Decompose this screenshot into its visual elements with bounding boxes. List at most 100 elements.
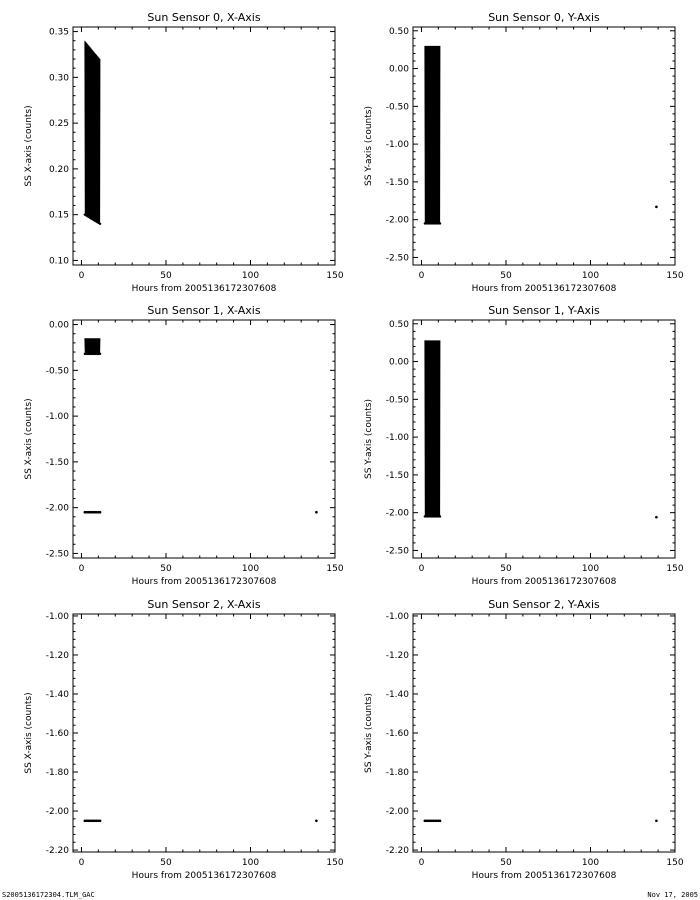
data-series-0 [423,340,658,519]
y-tick-label: 0.00 [389,358,409,368]
y-axis-label: SS X-axis (counts) [24,692,34,773]
x-tick-label: 0 [79,271,85,281]
x-tick-label: 50 [160,271,172,281]
chart-panel-4: Sun Sensor 2, X-Axis Hours from 200513617… [24,598,344,881]
y-tick-label: -2.50 [386,253,410,263]
x-tick-label: 100 [582,858,599,868]
y-tick-label: -1.00 [46,412,70,422]
y-tick-label: 0.00 [49,321,69,331]
y-tick-label: -1.60 [386,729,410,739]
x-tick-label: 0 [419,564,425,574]
y-tick-label: -2.00 [386,807,410,817]
y-tick-label: 0.35 [49,28,69,38]
chart-panel-0: Sun Sensor 0, X-Axis Hours from 200513617… [24,11,344,294]
y-tick-label: -1.50 [386,178,410,188]
data-series-0 [423,819,658,823]
plot-frame [72,613,336,853]
data-point [98,352,102,356]
y-tick-label: -2.20 [46,846,70,856]
chart-panel-2: Sun Sensor 1, X-Axis Hours from 200513617… [24,304,344,587]
x-tick-label: 100 [242,858,259,868]
y-tick-label: -1.80 [386,768,410,778]
x-tick-label: 0 [419,858,425,868]
data-point [98,819,102,823]
y-tick-label: -1.00 [386,433,410,443]
y-axis-label: SS X-axis (counts) [24,105,34,186]
x-axis-label: Hours from 2005136172307608 [472,871,617,881]
data-point [655,205,658,209]
x-tick-label: 100 [242,271,259,281]
y-tick-label: -2.00 [386,509,410,519]
y-tick-label: -1.80 [46,768,70,778]
data-point [98,222,102,226]
x-tick-label: 150 [666,564,683,574]
y-tick-label: 0.50 [389,320,409,330]
y-tick-label: -0.50 [386,395,410,405]
data-point [655,819,658,823]
y-tick-label: -1.00 [46,612,70,622]
data-point [98,510,102,514]
y-tick-label: 0.20 [49,165,69,175]
y-tick-label: -1.20 [386,651,410,661]
data-band-0 [84,40,101,224]
y-tick-label: -1.50 [386,471,410,481]
y-tick-label: -1.00 [386,612,410,622]
y-tick-label: 0.50 [389,27,409,37]
chart-title: Sun Sensor 0, X-Axis [147,11,260,24]
x-axis-label: Hours from 2005136172307608 [472,284,617,294]
y-tick-label: -1.40 [46,690,70,700]
data-series-0 [83,819,318,823]
x-tick-label: 150 [666,271,683,281]
plot-frame [412,319,676,559]
x-tick-label: 0 [419,271,425,281]
y-tick-label: -2.50 [386,546,410,556]
x-axis-label: Hours from 2005136172307608 [132,871,277,881]
chart-panel-1: Sun Sensor 0, Y-Axis Hours from 200513617… [364,11,684,294]
y-tick-label: 0.00 [389,65,409,75]
y-tick-label: -1.40 [386,690,410,700]
y-tick-label: -2.00 [386,216,410,226]
chart-panel-5: Sun Sensor 2, Y-Axis Hours from 200513617… [364,598,684,881]
plot-frame [72,26,336,266]
y-tick-label: -2.20 [386,846,410,856]
plot-frame [412,26,676,266]
data-point [655,515,658,519]
data-band-0 [84,338,101,354]
data-point [315,819,318,823]
chart-title: Sun Sensor 0, Y-Axis [488,11,600,24]
x-tick-label: 100 [242,564,259,574]
x-axis-label: Hours from 2005136172307608 [472,577,617,587]
y-tick-label: -0.50 [386,102,410,112]
y-tick-label: 0.15 [49,211,69,221]
data-series-0 [83,40,102,226]
x-tick-label: 0 [79,564,85,574]
y-tick-label: 0.30 [49,73,69,83]
x-tick-label: 150 [666,858,683,868]
data-band-0 [424,340,441,517]
chart-title: Sun Sensor 2, X-Axis [147,598,260,611]
y-tick-label: -1.50 [46,458,70,468]
y-tick-label: 0.25 [49,119,69,129]
y-tick-label: -1.00 [386,140,410,150]
chart-panel-3: Sun Sensor 1, Y-Axis Hours from 200513617… [364,304,684,587]
data-point [438,819,442,823]
y-tick-label: -2.00 [46,807,70,817]
chart-title: Sun Sensor 1, X-Axis [147,304,260,317]
x-tick-label: 0 [79,858,85,868]
chart-title: Sun Sensor 2, Y-Axis [488,598,600,611]
x-tick-label: 100 [582,271,599,281]
y-tick-label: -1.60 [46,729,70,739]
data-band-0 [424,45,441,224]
x-tick-label: 50 [500,271,512,281]
plot-frame [72,319,336,559]
data-series-0 [83,338,318,514]
x-tick-label: 150 [326,858,343,868]
x-tick-label: 50 [500,858,512,868]
y-tick-label: -1.20 [46,651,70,661]
chart-title: Sun Sensor 1, Y-Axis [488,304,600,317]
footer-file-name: S2005136172304.TLM_GAC [2,891,95,899]
data-series-0 [423,45,658,225]
y-tick-label: -2.50 [46,549,70,559]
y-axis-label: SS X-axis (counts) [24,398,34,479]
